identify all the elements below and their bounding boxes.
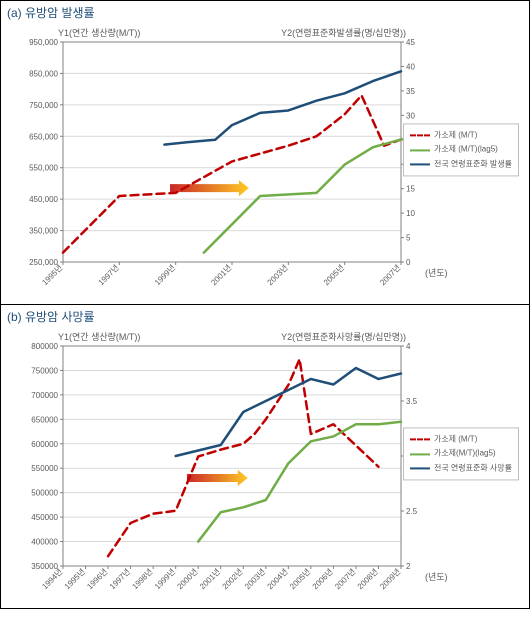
chart-a-wrap: 250,000350,000450,000550,000650,000750,0… [1, 24, 529, 304]
svg-text:2001년: 2001년 [209, 262, 234, 287]
svg-text:550000: 550000 [31, 464, 58, 473]
svg-text:500000: 500000 [31, 489, 58, 498]
svg-text:Y1(연간 생산량(M/T)): Y1(연간 생산량(M/T)) [58, 27, 140, 38]
svg-text:2: 2 [406, 562, 411, 571]
legend-swatch [410, 135, 430, 137]
svg-text:1999년: 1999년 [152, 566, 177, 591]
legend-item: 가소제 (M/T) [410, 128, 512, 142]
legend-label: 가소제 (M/T)(lag5) [434, 143, 498, 157]
svg-text:(년도): (년도) [425, 572, 448, 582]
svg-text:700000: 700000 [31, 391, 58, 400]
chart-b-legend: 가소제 (M/T)가소제(M/T)(lag5)전국 연령표준화 사망률 [403, 427, 519, 480]
svg-text:600000: 600000 [31, 440, 58, 449]
svg-text:(년도): (년도) [425, 268, 448, 278]
svg-text:450000: 450000 [31, 513, 58, 522]
svg-text:4: 4 [406, 342, 411, 351]
svg-text:3.5: 3.5 [406, 397, 418, 406]
legend-label: 가소제 (M/T) [434, 128, 477, 142]
svg-text:10: 10 [406, 209, 415, 218]
legend-item: 전국 연령표준화 발생률 [410, 157, 512, 171]
svg-text:2008년: 2008년 [355, 566, 380, 591]
svg-text:2.5: 2.5 [406, 507, 418, 516]
svg-text:Y1(연간 생산량(M/T)): Y1(연간 생산량(M/T)) [58, 331, 140, 342]
svg-text:450,000: 450,000 [29, 195, 58, 204]
svg-text:750,000: 750,000 [29, 101, 58, 110]
svg-text:400000: 400000 [31, 538, 58, 547]
panel-b: (b) 유방암 사망률 3500004000004500005000005500… [1, 305, 529, 608]
svg-text:5: 5 [406, 234, 411, 243]
svg-text:1997년: 1997년 [107, 566, 132, 591]
svg-text:1997년: 1997년 [96, 262, 121, 287]
svg-text:2007년: 2007년 [332, 566, 357, 591]
svg-text:650,000: 650,000 [29, 132, 58, 141]
legend-label: 가소제 (M/T) [434, 432, 477, 446]
legend-swatch [410, 439, 430, 441]
legend-item: 가소제(M/T)(lag5) [410, 447, 512, 461]
svg-text:1999년: 1999년 [152, 262, 177, 287]
panel-a: (a) 유방암 발생률 250,000350,000450,000550,000… [1, 1, 529, 305]
svg-text:950,000: 950,000 [29, 38, 58, 47]
svg-text:550,000: 550,000 [29, 164, 58, 173]
legend-swatch [410, 467, 430, 469]
svg-text:2009년: 2009년 [378, 566, 403, 591]
chart-a-legend: 가소제 (M/T)가소제 (M/T)(lag5)전국 연령표준화 발생률 [403, 123, 519, 176]
svg-text:800000: 800000 [31, 342, 58, 351]
svg-text:30: 30 [406, 111, 415, 120]
legend-swatch [410, 149, 430, 151]
legend-label: 가소제(M/T)(lag5) [434, 447, 496, 461]
svg-text:850,000: 850,000 [29, 69, 58, 78]
legend-swatch [410, 453, 430, 455]
svg-text:45: 45 [406, 38, 415, 47]
svg-text:15: 15 [406, 185, 415, 194]
panel-b-title: (b) 유방암 사망률 [1, 305, 529, 328]
svg-text:750000: 750000 [31, 366, 58, 375]
svg-text:2002년: 2002년 [220, 566, 245, 591]
svg-text:35: 35 [406, 87, 415, 96]
svg-text:2001년: 2001년 [197, 566, 222, 591]
svg-text:2003년: 2003년 [242, 566, 267, 591]
svg-text:2006년: 2006년 [310, 566, 335, 591]
svg-text:0: 0 [406, 258, 411, 267]
svg-text:Y2(연령표준화사망률(명/십만명)): Y2(연령표준화사망률(명/십만명)) [281, 331, 406, 342]
legend-item: 가소제 (M/T) [410, 432, 512, 446]
svg-text:2007년: 2007년 [378, 262, 403, 287]
svg-text:1996년: 1996년 [85, 566, 110, 591]
legend-item: 가소제 (M/T)(lag5) [410, 143, 512, 157]
svg-text:2005년: 2005년 [321, 262, 346, 287]
svg-text:2003년: 2003년 [265, 262, 290, 287]
svg-text:350,000: 350,000 [29, 227, 58, 236]
chart-b-wrap: 3500004000004500005000005500006000006500… [1, 328, 529, 608]
legend-swatch [410, 163, 430, 165]
legend-label: 전국 연령표준화 발생률 [434, 157, 512, 171]
svg-text:1998년: 1998년 [130, 566, 155, 591]
legend-item: 전국 연령표준화 사망률 [410, 461, 512, 475]
svg-text:40: 40 [406, 62, 415, 71]
panel-a-title: (a) 유방암 발생률 [1, 1, 529, 24]
svg-text:2000년: 2000년 [175, 566, 200, 591]
legend-label: 전국 연령표준화 사망률 [434, 461, 512, 475]
svg-text:2005년: 2005년 [287, 566, 312, 591]
svg-text:650000: 650000 [31, 415, 58, 424]
figure-container: (a) 유방암 발생률 250,000350,000450,000550,000… [0, 0, 530, 609]
svg-text:2004년: 2004년 [265, 566, 290, 591]
svg-text:Y2(연령표준화발생률(명/십만명)): Y2(연령표준화발생률(명/십만명)) [281, 27, 406, 38]
svg-text:1995년: 1995년 [62, 566, 87, 591]
